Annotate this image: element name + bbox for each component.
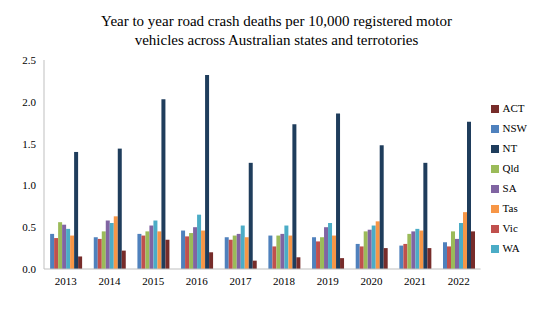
svg-text:2022: 2022 bbox=[448, 275, 470, 287]
svg-text:1.0: 1.0 bbox=[22, 179, 36, 191]
svg-text:1.5: 1.5 bbox=[22, 138, 36, 150]
svg-text:2015: 2015 bbox=[142, 275, 165, 287]
html-text:NT: NT bbox=[502, 141, 518, 154]
svg-text:0.5: 0.5 bbox=[22, 221, 36, 233]
html-text:Tas: Tas bbox=[502, 201, 518, 214]
svg-text:2020: 2020 bbox=[360, 275, 383, 287]
svg-text:0.0: 0.0 bbox=[22, 263, 36, 275]
svg-text:2.5: 2.5 bbox=[22, 54, 36, 66]
svg-text:2021: 2021 bbox=[404, 275, 426, 287]
svg-text:2016: 2016 bbox=[186, 275, 209, 287]
html-text:NSW: NSW bbox=[502, 121, 527, 134]
html-text:SA: SA bbox=[502, 181, 517, 194]
html-text:Qld: Qld bbox=[502, 161, 519, 174]
svg-text:2013: 2013 bbox=[55, 275, 78, 287]
html-text:Year to year road crash deaths: Year to year road crash deaths per 10,00… bbox=[101, 13, 452, 48]
svg-text:2014: 2014 bbox=[98, 275, 121, 287]
html-text:ACT: ACT bbox=[502, 101, 525, 114]
svg-text:2017: 2017 bbox=[229, 275, 252, 287]
svg-text:2.0: 2.0 bbox=[22, 96, 36, 108]
html-text:WA: WA bbox=[502, 241, 520, 254]
svg-text:2018: 2018 bbox=[273, 275, 296, 287]
html-text:Vic: Vic bbox=[502, 221, 518, 234]
svg-text:2019: 2019 bbox=[317, 275, 340, 287]
